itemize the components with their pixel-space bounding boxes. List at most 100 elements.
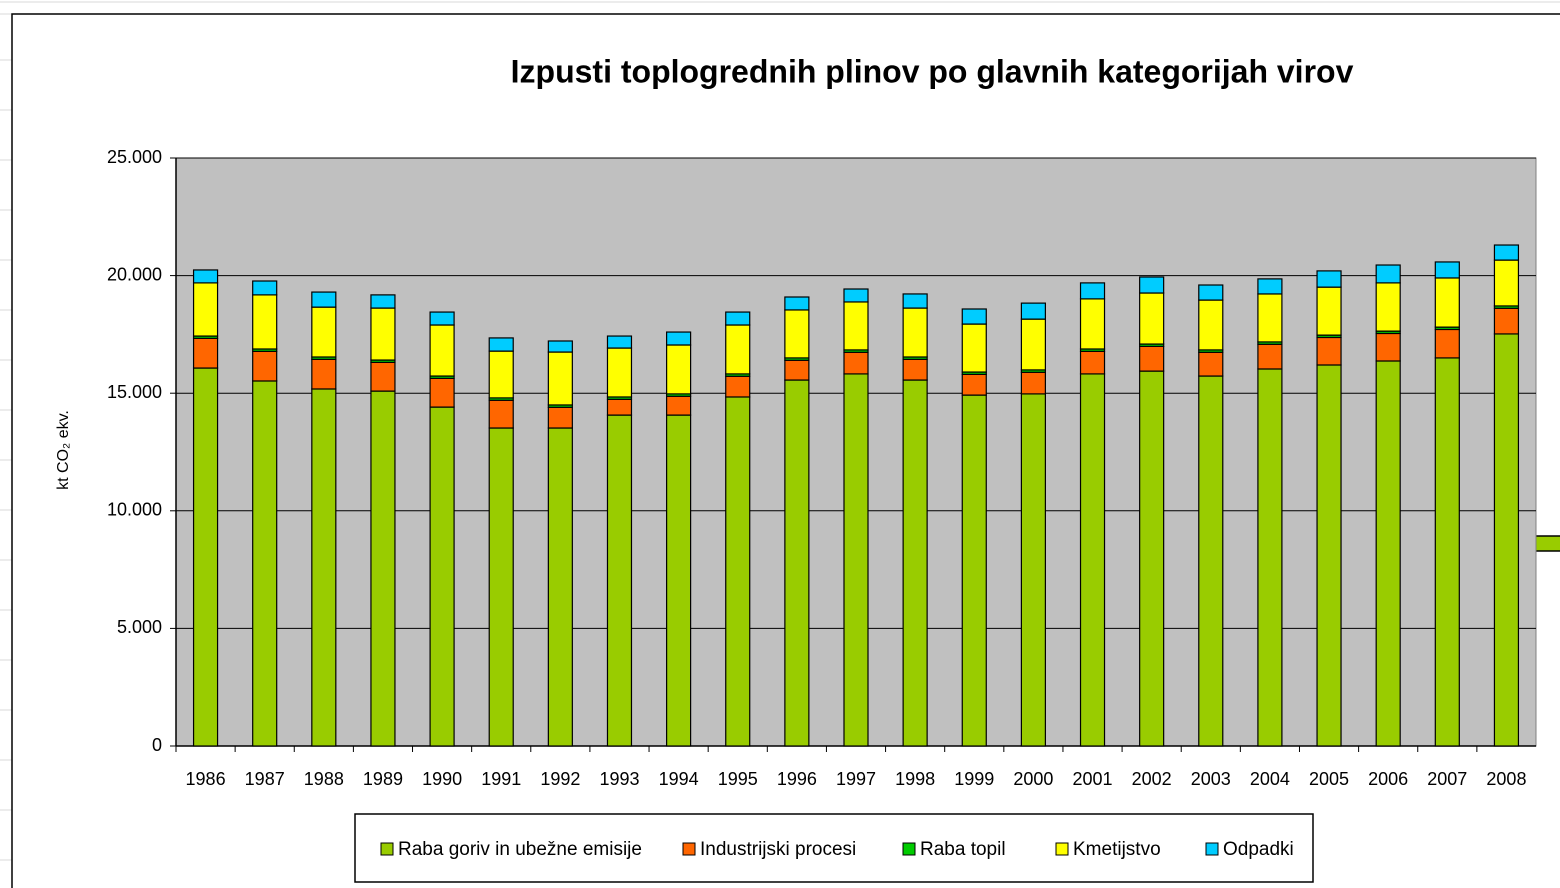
bar-segment [1434, 357, 1460, 747]
bar-segment [488, 427, 514, 747]
x-tick-label: 2007 [1427, 769, 1467, 789]
bar-segment [606, 347, 633, 398]
bar-segment [1020, 318, 1046, 371]
bar-segment [1020, 302, 1046, 320]
bar-segment [1020, 393, 1046, 747]
legend-label: Raba topil [920, 839, 1006, 860]
x-tick-label: 2006 [1368, 769, 1408, 789]
bar-segment [1079, 298, 1106, 350]
bar-segment [252, 294, 278, 350]
bar-segment [1493, 333, 1520, 747]
bar-segment [370, 307, 396, 361]
bar-segment [252, 280, 278, 296]
bar-segment [961, 323, 987, 373]
legend-swatch [380, 842, 394, 856]
bar-segment [311, 358, 337, 390]
y-tick-label: 15.000 [107, 382, 162, 402]
bar-segment [1139, 370, 1165, 747]
bar-segment [192, 337, 219, 369]
bar-segment [1434, 261, 1460, 279]
bar-segment [547, 427, 573, 747]
bar-segment [252, 350, 278, 382]
x-tick-label: 1989 [363, 769, 403, 789]
y-tick-label: 25.000 [107, 147, 162, 167]
bar-segment [192, 282, 219, 337]
bar-segment [666, 344, 692, 395]
legend-label: Kmetijstvo [1073, 839, 1161, 860]
bar-segment [370, 294, 396, 309]
bar-segment [1079, 373, 1106, 747]
bar-segment [1257, 278, 1283, 295]
bar-segment [547, 406, 573, 429]
bar-segment [1079, 282, 1106, 300]
x-tick-label: 1986 [186, 769, 226, 789]
sheet-grid [0, 1, 1560, 861]
bar-segment [1316, 270, 1342, 288]
legend-label: Industrijski procesi [700, 839, 856, 860]
x-tick-label: 1999 [954, 769, 994, 789]
bar-segment [961, 373, 987, 396]
x-tick-label: 1997 [836, 769, 876, 789]
x-tick-label: 2005 [1309, 769, 1349, 789]
legend-swatch [1205, 842, 1219, 856]
bar-segment [725, 311, 751, 326]
legend-swatch [902, 842, 916, 856]
bar-segment [488, 399, 514, 429]
x-tick-label: 2002 [1132, 769, 1172, 789]
legend-swatch [1055, 842, 1069, 856]
bar-segment [1493, 244, 1520, 261]
bar-segment [1139, 345, 1165, 372]
bar-segment [1257, 368, 1283, 747]
bar-segment [192, 269, 219, 284]
legend-label: Odpadki [1223, 839, 1294, 860]
bar-segment [725, 375, 751, 398]
bar-segment [1434, 328, 1460, 359]
bar-segment [1316, 286, 1342, 336]
bar-segment [843, 351, 869, 375]
bar-segment [1139, 276, 1165, 294]
chart-title: Izpusti toplogrednih plinov po glavnih k… [511, 53, 1354, 89]
legend-swatch [682, 842, 696, 856]
bar-segment [1198, 351, 1224, 377]
bar-segment [606, 414, 633, 747]
bar-segment [606, 398, 633, 416]
bar-segment [429, 406, 455, 747]
bar-segment [725, 396, 751, 747]
bar-segment [666, 395, 692, 416]
y-axis-label: kt CO₂ ekv. [55, 410, 72, 490]
x-tick-label: 2008 [1486, 769, 1526, 789]
bar-segment [843, 301, 869, 351]
bar-segment [1493, 259, 1520, 307]
x-tick-label: 2003 [1191, 769, 1231, 789]
bar-segment [902, 358, 928, 381]
bar-segment [784, 296, 810, 311]
bar-segment [1375, 264, 1401, 284]
bar-segment [547, 340, 573, 353]
x-tick-label: 2000 [1013, 769, 1053, 789]
x-tick-label: 1998 [895, 769, 935, 789]
bar-segment [370, 361, 396, 392]
bar-segment [1257, 343, 1283, 370]
x-tick-label: 1990 [422, 769, 462, 789]
y-tick-label: 0 [152, 735, 162, 755]
x-tick-label: 1995 [718, 769, 758, 789]
legend [354, 813, 1314, 883]
bar-segment [1375, 282, 1401, 332]
x-tick-label: 1987 [245, 769, 285, 789]
legend-label: Raba goriv in ubežne emisije [398, 839, 642, 860]
bar-segment [666, 331, 692, 346]
bar-segment [843, 373, 869, 747]
bar-segment [1139, 292, 1165, 345]
bar-segment [666, 414, 692, 747]
bar-segment [961, 308, 987, 325]
bar-segment [1198, 299, 1224, 351]
x-tick-label: 1996 [777, 769, 817, 789]
bar-segment [1316, 364, 1342, 747]
bar-segment [1434, 277, 1460, 328]
bar-segment [784, 309, 810, 359]
bar-segment [1020, 371, 1046, 395]
x-tick-label: 2001 [1072, 769, 1112, 789]
bar-segment [547, 351, 573, 406]
bar-segment [1198, 375, 1224, 747]
